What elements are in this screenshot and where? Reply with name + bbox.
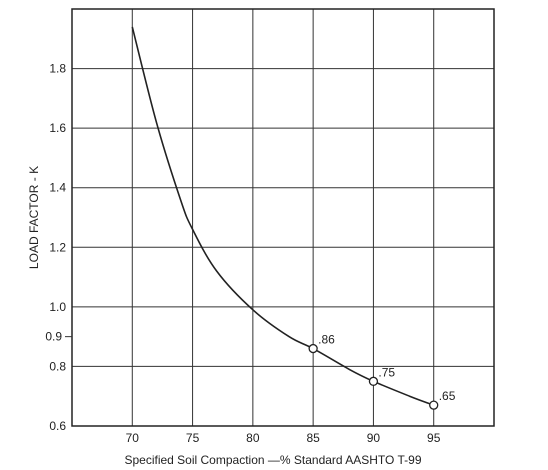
x-tick-label: 75	[186, 431, 200, 445]
x-tick-label: 90	[367, 431, 381, 445]
markers: .86 .75 .65	[308, 333, 456, 410]
grid	[72, 9, 494, 426]
x-tick-label: 95	[427, 431, 441, 445]
y-tick-label: 1.4	[49, 181, 66, 195]
y-tick-label: 1.8	[49, 62, 66, 76]
marker-label-2: .65	[439, 389, 456, 403]
marker-label-0: .86	[318, 333, 335, 347]
marker-0	[308, 343, 318, 354]
y-tick-label: 0.8	[49, 359, 66, 373]
y-tick-label: 1.0	[49, 300, 66, 314]
marker-1	[368, 376, 379, 386]
x-ticks: 70 75 80 85 90 95	[126, 431, 441, 445]
y-ticks: 0.6 0.8 1.0 1.2 1.4 1.6 1.8 0.9	[45, 62, 72, 433]
series-line	[131, 26, 434, 406]
x-tick-label: 80	[246, 431, 260, 445]
x-tick-label: 85	[306, 431, 320, 445]
y-axis-label: LOAD FACTOR - K	[27, 166, 41, 269]
y-tick-label: 1.2	[49, 240, 66, 254]
x-tick-label: 70	[126, 431, 140, 445]
plot-frame	[71, 8, 495, 427]
marker-2	[429, 400, 439, 410]
y-tick-label: 0.6	[49, 419, 66, 433]
x-axis-label: Specified Soil Compaction —% Standard AA…	[124, 453, 421, 467]
y-tick-label: 0.9	[45, 330, 62, 344]
marker-label-1: .75	[378, 365, 395, 379]
y-tick-label: 1.6	[49, 121, 66, 135]
